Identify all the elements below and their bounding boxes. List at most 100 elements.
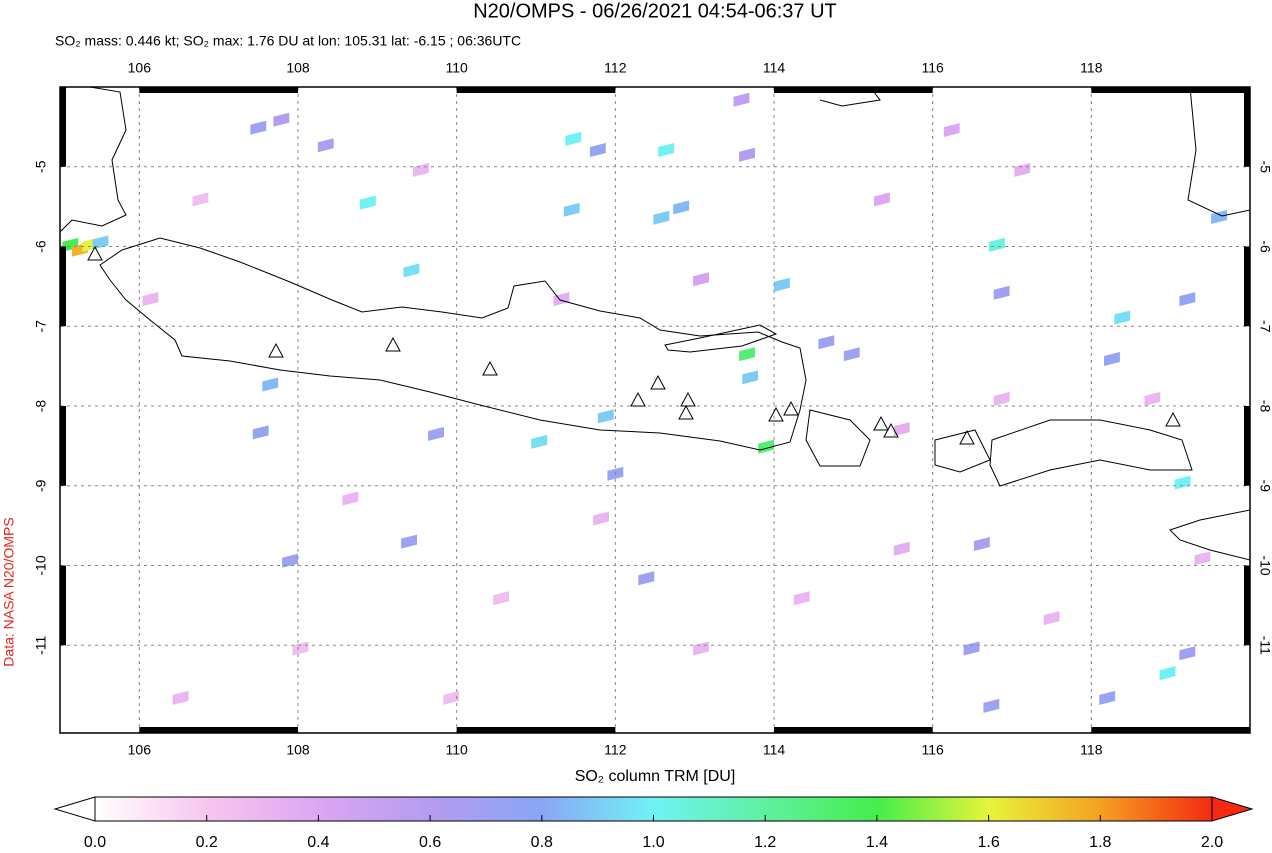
coastline-sulawesi [1187,87,1250,217]
y-tick-label: -9 [33,479,49,492]
colorbar-tick-label: 1.4 [866,834,888,851]
so2-cell [943,123,960,138]
so2-cell [252,425,269,440]
x-tick-label: 110 [446,60,469,76]
so2-cell [758,439,774,454]
x-tick-label: 114 [763,60,786,76]
x-tick-label: 114 [763,742,786,758]
colorbar: 0.0 0.2 0.4 0.6 0.8 1.0 1.2 1.4 1.6 1.8 2.0 [53,796,1254,851]
x-tick-label: 108 [286,60,310,76]
frame-bar [1244,565,1250,646]
coastline-sumatra [60,87,127,233]
so2-cell [142,292,159,307]
frame-bar [60,565,66,646]
volcanoes [87,245,1181,445]
coastline-sumba [1169,509,1250,561]
so2-cell [873,192,890,207]
colorbar-over [1211,796,1254,822]
y-tick-label: -5 [1257,161,1272,174]
so2-cell [893,422,910,437]
coastline-madura [664,324,778,353]
so2-cell [563,202,580,217]
so2-cell [553,292,570,307]
so2-cell [593,511,609,526]
so2-cell [733,92,750,107]
so2-cell [843,347,860,362]
x-tick-label: 118 [1080,742,1103,758]
so2-cell [428,426,444,441]
y-tick-label: -7 [1257,320,1272,333]
so2-cell [774,277,790,292]
frame-bar [1244,87,1250,167]
colorbar-tick-label: 1.6 [977,834,999,851]
y-tick-label: -8 [33,400,49,413]
x-tick-label: 112 [604,742,627,758]
x-tick-label: 106 [128,60,152,76]
so2-cell [1179,646,1196,661]
map-frame [59,86,1251,734]
coastline-java [99,237,807,451]
y-tick-label: -9 [1257,480,1272,493]
axes: 106 106 108 108 110 110 112 112 114 114 116 116 118 1… [33,60,1272,758]
so2-cell [565,131,582,146]
colorbar-tick-label: 0.0 [84,834,106,851]
so2-cell [973,537,990,551]
so2-cell [589,143,606,157]
so2-cell [1159,666,1176,681]
grid [60,87,1250,733]
frame-bar [139,727,298,733]
frame-bar [1091,87,1250,93]
x-tick-label: 116 [922,60,945,76]
frame-bar [456,727,616,733]
frame-bar [60,246,66,327]
so2-cell [282,553,298,568]
x-tick-label: 106 [128,742,152,758]
so2-cell [963,641,980,656]
so2-cells [62,92,1227,713]
volcano [87,245,1181,445]
so2-cell [443,690,460,705]
so2-cell [1144,391,1161,406]
y-tick-label: -10 [33,555,49,575]
so2-cell [359,195,376,210]
so2-cell [413,162,429,177]
so2-cell [1211,210,1227,224]
so2-cell [983,698,1000,713]
so2-cell [273,112,290,127]
so2-cell [1099,690,1116,705]
so2-cell [1014,162,1031,177]
so2-cell [993,391,1010,406]
colorbar-tick-label: 0.6 [419,834,441,851]
so2-cell [403,263,420,278]
y-tick-label: -10 [1257,555,1272,575]
coastline-bali [805,409,871,467]
so2-cell [653,210,670,225]
y-tick-label: -6 [1257,240,1272,253]
so2-cell [673,200,690,215]
frame-bars [60,87,1250,733]
so2-cell [493,591,510,606]
frame-bar [1244,246,1250,327]
colorbar-tick-label: 1.8 [1089,834,1111,851]
so2-cell [342,491,359,506]
so2-cell [1174,475,1191,490]
so2-cell [1179,292,1196,307]
so2-cell [262,377,279,392]
so2-cell [739,147,755,162]
x-tick-label: 116 [922,742,945,758]
colorbar-label: SO₂ column TRM [DU] [575,768,736,785]
y-tick-label: -7 [33,320,49,333]
so2-cell [1194,551,1211,566]
frame-bar [139,87,298,93]
so2-cell [693,272,709,287]
so2-cell [250,120,267,135]
y-tick-label: -8 [1257,400,1272,413]
colorbar-tick-label: 1.0 [642,834,664,851]
frame-bar [774,87,933,93]
so2-cell [793,591,810,606]
coastlines [60,87,1250,561]
colorbar-tick-label: 0.2 [196,834,218,851]
so2-cell [531,434,548,449]
so2-cell [739,347,755,362]
